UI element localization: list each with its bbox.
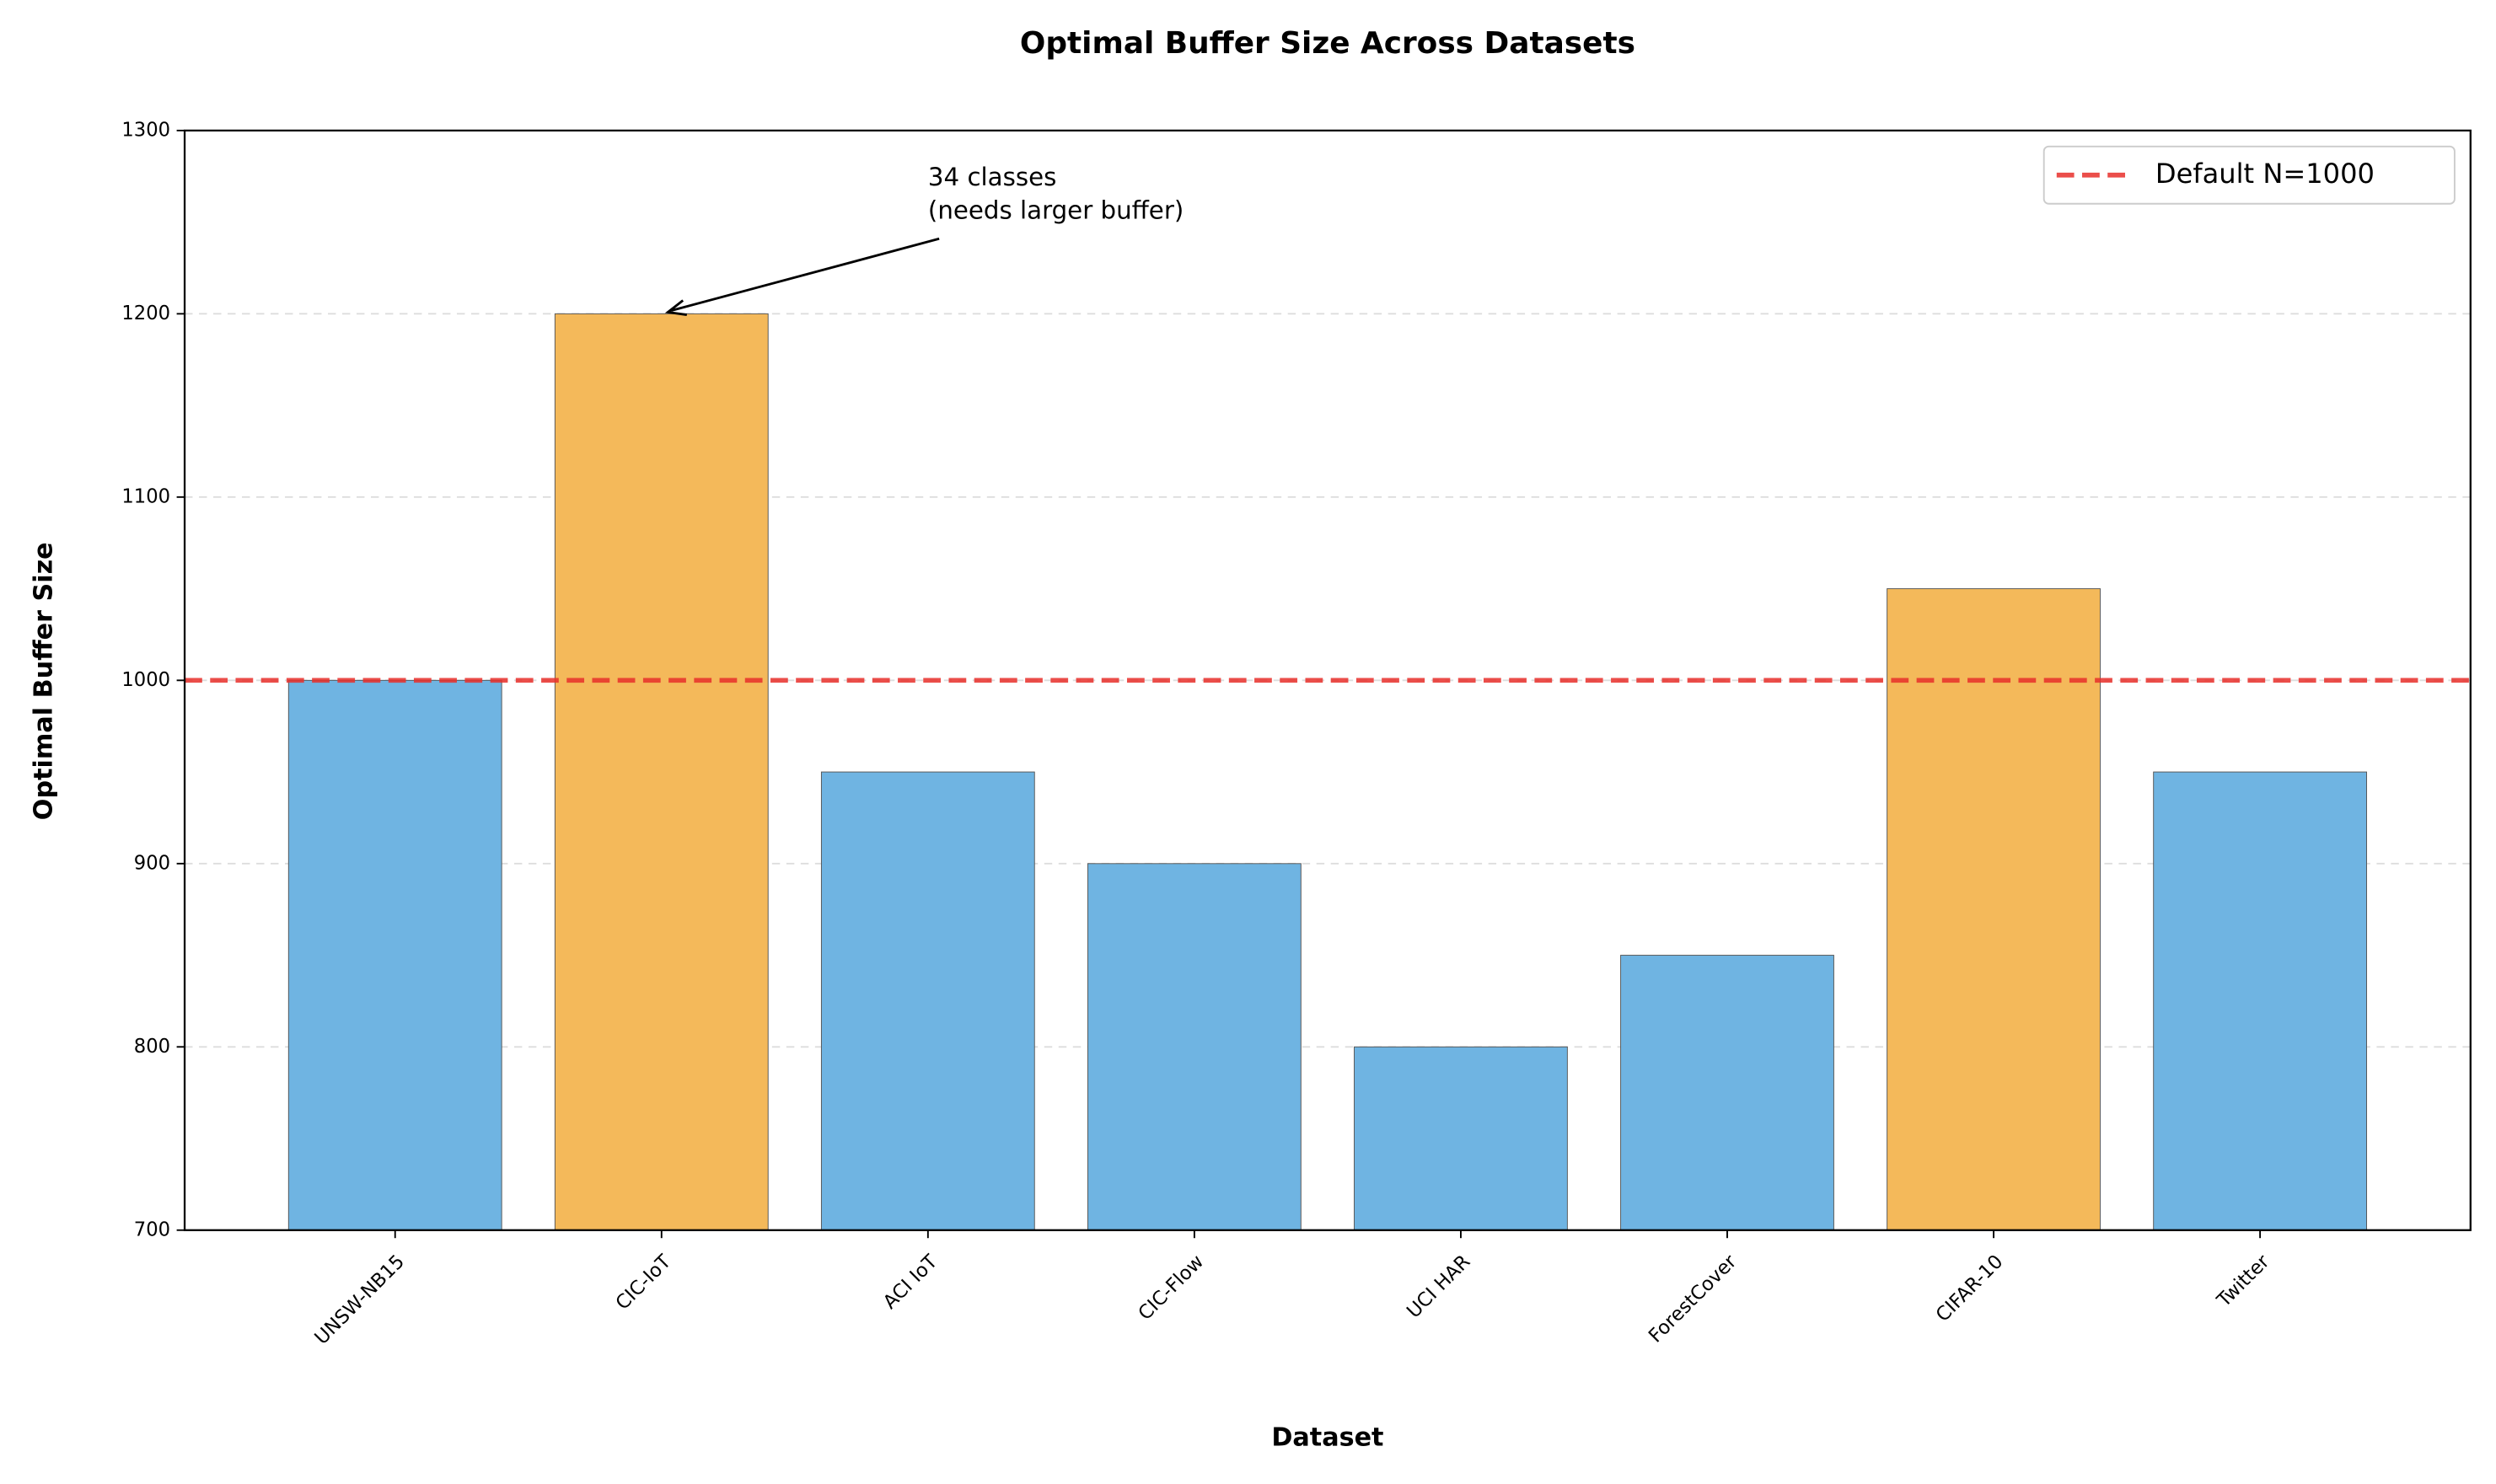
x-tick-label: ForestCover — [1645, 1251, 1742, 1347]
x-tick-label: CIC-IoT — [612, 1251, 676, 1315]
x-tick-label: UNSW-NB15 — [311, 1251, 410, 1349]
y-tick-label: 1100 — [121, 485, 170, 507]
bar — [1620, 955, 1834, 1231]
y-tick-label: 800 — [134, 1036, 170, 1058]
bar — [2153, 771, 2367, 1231]
x-tick-label: CIFAR-10 — [1932, 1251, 2008, 1326]
annotation-text: (needs larger buffer) — [928, 196, 1184, 225]
y-tick-label: 900 — [134, 852, 170, 874]
plot-frame — [183, 129, 2472, 1231]
legend-box — [2042, 145, 2456, 205]
x-tick-label: Twitter — [2213, 1251, 2274, 1312]
bar — [820, 771, 1035, 1231]
bar — [1354, 1046, 1568, 1231]
x-tick-label: ACI IoT — [879, 1251, 942, 1313]
bar — [1087, 863, 1302, 1231]
legend: Default N=1000 — [2042, 145, 2456, 205]
bar — [554, 313, 769, 1231]
y-tick-label: 1300 — [121, 119, 170, 141]
y-tick-label: 1000 — [121, 669, 170, 691]
chart-title: Optimal Buffer Size Across Datasets — [1020, 26, 1635, 61]
annotation-text: 34 classes — [928, 163, 1056, 191]
legend-label: Default N=1000 — [2155, 158, 2375, 190]
annotation-arrow — [670, 237, 940, 312]
x-tick-label: UCI HAR — [1403, 1251, 1474, 1322]
x-tick-label: CIC-Flow — [1134, 1251, 1208, 1325]
y-tick-label: 1200 — [121, 303, 170, 324]
y-axis-label: Optimal Buffer Size — [29, 542, 58, 820]
y-tick-label: 700 — [134, 1219, 170, 1240]
bar — [287, 679, 502, 1231]
x-axis-label: Dataset — [1271, 1423, 1383, 1453]
bar — [1887, 588, 2101, 1231]
annotation-arrowhead — [664, 299, 687, 316]
